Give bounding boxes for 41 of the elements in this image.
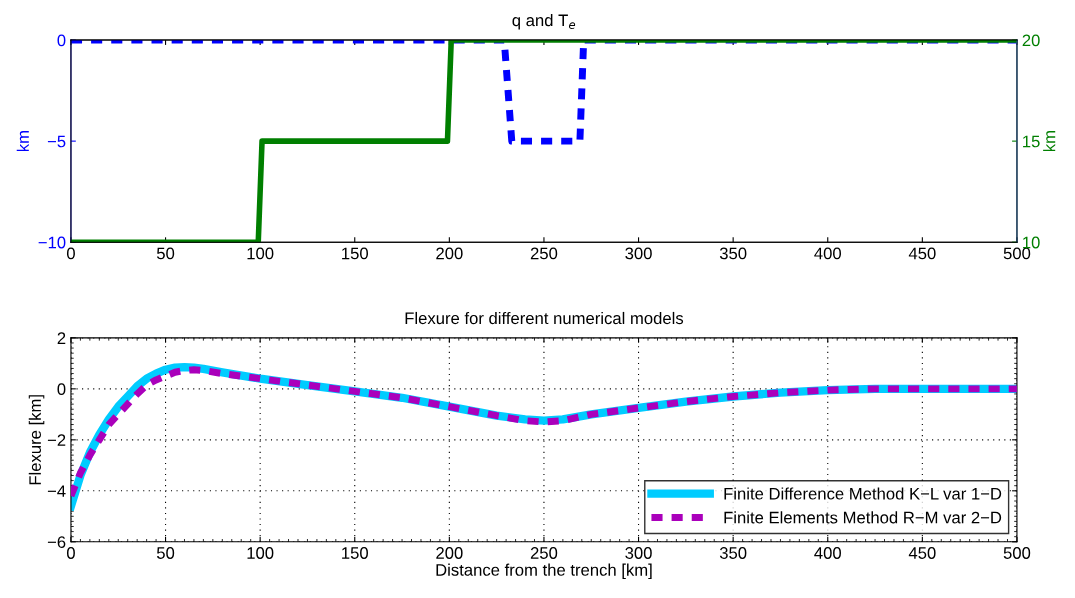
legend-label: Finite Elements Method R−M var 2−D — [724, 511, 1002, 524]
legend-label: Finite Difference Method K−L var 1−D — [724, 487, 1002, 500]
x-tick-label: 150 — [342, 547, 368, 559]
y-axis-title: km — [16, 131, 29, 152]
x-tick-label: 300 — [625, 547, 652, 559]
x-tick-label: 400 — [814, 547, 841, 559]
y-tick-label: −4 — [47, 485, 66, 497]
x-tick-label: 50 — [156, 547, 175, 559]
x-tick-label: 250 — [530, 247, 558, 260]
y-tick-label: 0 — [57, 383, 66, 396]
y-tick-label: 0 — [57, 34, 66, 47]
x-tick-label: 0 — [66, 247, 75, 260]
x-tick-label: 150 — [342, 247, 368, 260]
x-tick-label: 250 — [530, 547, 558, 559]
y-tick-label: −5 — [47, 135, 66, 148]
x-tick-label: 500 — [1003, 547, 1031, 559]
y-tick-label: −10 — [38, 236, 66, 249]
x-tick-label: 200 — [436, 247, 463, 260]
y-tick-label: 2 — [57, 332, 66, 344]
x-tick-label: 400 — [814, 247, 841, 260]
x-tick-label: 50 — [156, 247, 175, 260]
y2-tick-label: 15 — [1023, 135, 1040, 148]
y2-axis-title: km — [1043, 131, 1056, 152]
y-axis-title: Flexure [km] — [28, 395, 45, 485]
chart-title: Flexure for different numerical models — [405, 311, 684, 325]
x-tick-label: 100 — [247, 547, 274, 559]
x-axis-title: Distance from the trench [km] — [436, 563, 652, 580]
y2-tick-label: 10 — [1023, 236, 1040, 249]
x-tick-label: 500 — [1003, 247, 1031, 260]
x-tick-label: 350 — [719, 247, 747, 260]
x-tick-label: 350 — [719, 547, 747, 559]
x-tick-label: 450 — [908, 247, 936, 260]
x-tick-label: 200 — [436, 547, 463, 559]
y2-tick-label: 20 — [1022, 34, 1040, 47]
x-tick-label: 450 — [908, 547, 936, 559]
x-tick-label: 100 — [247, 247, 274, 260]
y-tick-label: −6 — [47, 536, 66, 548]
y-tick-label: −2 — [47, 434, 66, 446]
x-tick-label: 300 — [625, 247, 652, 260]
x-tick-label: 0 — [66, 547, 75, 559]
chart-title: q and T$_{e}$ — [512, 14, 576, 30]
